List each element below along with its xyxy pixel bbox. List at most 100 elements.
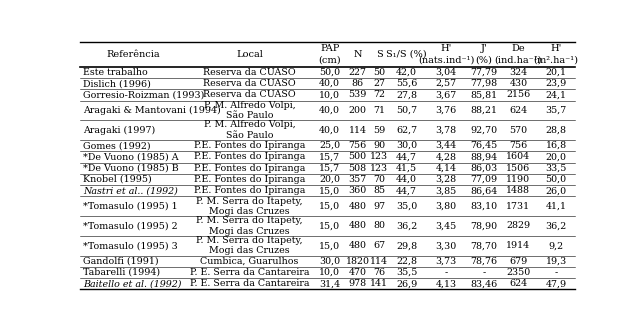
Text: 29,8: 29,8 bbox=[396, 241, 417, 250]
Text: P. M. Serra do Itapety,
Mogi das Cruzes: P. M. Serra do Itapety, Mogi das Cruzes bbox=[196, 216, 303, 236]
Text: P. M. Alfredo Volpi,
São Paulo: P. M. Alfredo Volpi, São Paulo bbox=[204, 120, 295, 140]
Text: 141: 141 bbox=[370, 279, 389, 288]
Text: 76: 76 bbox=[373, 268, 385, 277]
Text: S₁/S (%): S₁/S (%) bbox=[386, 50, 427, 59]
Text: 15,0: 15,0 bbox=[319, 241, 341, 250]
Text: 83,10: 83,10 bbox=[470, 202, 497, 211]
Text: 4,28: 4,28 bbox=[436, 153, 456, 161]
Text: 539: 539 bbox=[348, 91, 367, 99]
Text: 3,45: 3,45 bbox=[435, 221, 457, 231]
Text: 15,0: 15,0 bbox=[319, 186, 341, 195]
Text: N: N bbox=[353, 50, 362, 59]
Text: 88,21: 88,21 bbox=[470, 106, 497, 115]
Text: 80: 80 bbox=[373, 221, 385, 231]
Text: 3,80: 3,80 bbox=[435, 202, 457, 211]
Text: P. E. Serra da Cantareira: P. E. Serra da Cantareira bbox=[190, 268, 309, 277]
Text: 624: 624 bbox=[509, 106, 527, 115]
Text: 3,04: 3,04 bbox=[435, 68, 457, 77]
Text: 3,78: 3,78 bbox=[435, 126, 457, 134]
Text: Referência: Referência bbox=[106, 50, 160, 59]
Text: Nastri et al.. (1992): Nastri et al.. (1992) bbox=[83, 186, 178, 195]
Text: 40,0: 40,0 bbox=[320, 106, 340, 115]
Text: 50,7: 50,7 bbox=[396, 106, 417, 115]
Text: 500: 500 bbox=[348, 153, 367, 161]
Text: *De Vuono (1985) A: *De Vuono (1985) A bbox=[83, 153, 178, 161]
Text: Baitello et al. (1992): Baitello et al. (1992) bbox=[83, 279, 181, 288]
Text: 15,0: 15,0 bbox=[319, 202, 341, 211]
Text: 24,1: 24,1 bbox=[546, 91, 567, 99]
Text: 16,8: 16,8 bbox=[546, 141, 567, 150]
Text: 42,0: 42,0 bbox=[396, 68, 417, 77]
Text: P.E. Fontes do Ipiranga: P.E. Fontes do Ipiranga bbox=[194, 175, 305, 184]
Text: 35,7: 35,7 bbox=[546, 106, 567, 115]
Text: 357: 357 bbox=[348, 175, 367, 184]
Text: Gandolfi (1991): Gandolfi (1991) bbox=[83, 257, 158, 266]
Text: 470: 470 bbox=[348, 268, 367, 277]
Text: 62,7: 62,7 bbox=[396, 126, 417, 134]
Text: 50,0: 50,0 bbox=[546, 175, 567, 184]
Text: 480: 480 bbox=[348, 241, 367, 250]
Text: De
(ind.ha⁻¹): De (ind.ha⁻¹) bbox=[495, 44, 542, 64]
Text: 1506: 1506 bbox=[506, 164, 530, 173]
Text: 25,0: 25,0 bbox=[319, 141, 341, 150]
Text: 26,9: 26,9 bbox=[396, 279, 417, 288]
Text: 50,0: 50,0 bbox=[319, 68, 341, 77]
Text: *Tomasulo (1995) 3: *Tomasulo (1995) 3 bbox=[83, 241, 178, 250]
Text: 72: 72 bbox=[373, 91, 385, 99]
Text: P. M. Serra do Itapety,
Mogi das Cruzes: P. M. Serra do Itapety, Mogi das Cruzes bbox=[196, 196, 303, 216]
Text: 3,67: 3,67 bbox=[435, 91, 457, 99]
Text: P.E. Fontes do Ipiranga: P.E. Fontes do Ipiranga bbox=[194, 153, 305, 161]
Text: 83,46: 83,46 bbox=[470, 279, 498, 288]
Text: 78,76: 78,76 bbox=[470, 257, 497, 266]
Text: 978: 978 bbox=[348, 279, 367, 288]
Text: Dislich (1996): Dislich (1996) bbox=[83, 79, 151, 88]
Text: 86,64: 86,64 bbox=[470, 186, 498, 195]
Text: P.E. Fontes do Ipiranga: P.E. Fontes do Ipiranga bbox=[194, 164, 305, 173]
Text: 570: 570 bbox=[509, 126, 527, 134]
Text: 67: 67 bbox=[373, 241, 385, 250]
Text: PAP
(cm): PAP (cm) bbox=[318, 44, 341, 64]
Text: 78,90: 78,90 bbox=[470, 221, 497, 231]
Text: 15,7: 15,7 bbox=[319, 164, 341, 173]
Text: 480: 480 bbox=[348, 202, 367, 211]
Text: -: - bbox=[444, 268, 448, 277]
Text: Gorresio-Roizman (1993): Gorresio-Roizman (1993) bbox=[83, 91, 204, 99]
Text: 47,9: 47,9 bbox=[546, 279, 567, 288]
Text: 36,2: 36,2 bbox=[396, 221, 417, 231]
Text: 77,09: 77,09 bbox=[470, 175, 497, 184]
Text: Reserva da CUASO: Reserva da CUASO bbox=[203, 68, 296, 77]
Text: *Tomasulo (1995) 1: *Tomasulo (1995) 1 bbox=[83, 202, 178, 211]
Text: 19,3: 19,3 bbox=[546, 257, 567, 266]
Text: 55,6: 55,6 bbox=[396, 79, 417, 88]
Text: 430: 430 bbox=[509, 79, 527, 88]
Text: *De Vuono (1985) B: *De Vuono (1985) B bbox=[83, 164, 178, 173]
Text: 756: 756 bbox=[348, 141, 367, 150]
Text: 41,5: 41,5 bbox=[396, 164, 417, 173]
Text: 30,0: 30,0 bbox=[396, 141, 417, 150]
Text: P. M. Serra do Itapety,
Mogi das Cruzes: P. M. Serra do Itapety, Mogi das Cruzes bbox=[196, 236, 303, 256]
Text: 123: 123 bbox=[370, 164, 389, 173]
Text: 679: 679 bbox=[509, 257, 527, 266]
Text: 3,76: 3,76 bbox=[435, 106, 457, 115]
Text: 3,85: 3,85 bbox=[435, 186, 457, 195]
Text: 2829: 2829 bbox=[506, 221, 530, 231]
Text: 3,28: 3,28 bbox=[435, 175, 457, 184]
Text: 1488: 1488 bbox=[506, 186, 530, 195]
Text: 71: 71 bbox=[373, 106, 385, 115]
Text: 44,7: 44,7 bbox=[396, 153, 417, 161]
Text: 77,98: 77,98 bbox=[470, 79, 497, 88]
Text: 480: 480 bbox=[348, 221, 367, 231]
Text: 50: 50 bbox=[373, 68, 385, 77]
Text: 114: 114 bbox=[348, 126, 367, 134]
Text: Cumbica, Guarulhos: Cumbica, Guarulhos bbox=[201, 257, 299, 266]
Text: 40,0: 40,0 bbox=[320, 126, 340, 134]
Text: Knobel (1995): Knobel (1995) bbox=[83, 175, 151, 184]
Text: 86: 86 bbox=[351, 79, 364, 88]
Text: 90: 90 bbox=[373, 141, 385, 150]
Text: 227: 227 bbox=[348, 68, 367, 77]
Text: 85: 85 bbox=[373, 186, 385, 195]
Text: 44,7: 44,7 bbox=[396, 186, 417, 195]
Text: 30,0: 30,0 bbox=[319, 257, 341, 266]
Text: 44,0: 44,0 bbox=[396, 175, 417, 184]
Text: 70: 70 bbox=[373, 175, 385, 184]
